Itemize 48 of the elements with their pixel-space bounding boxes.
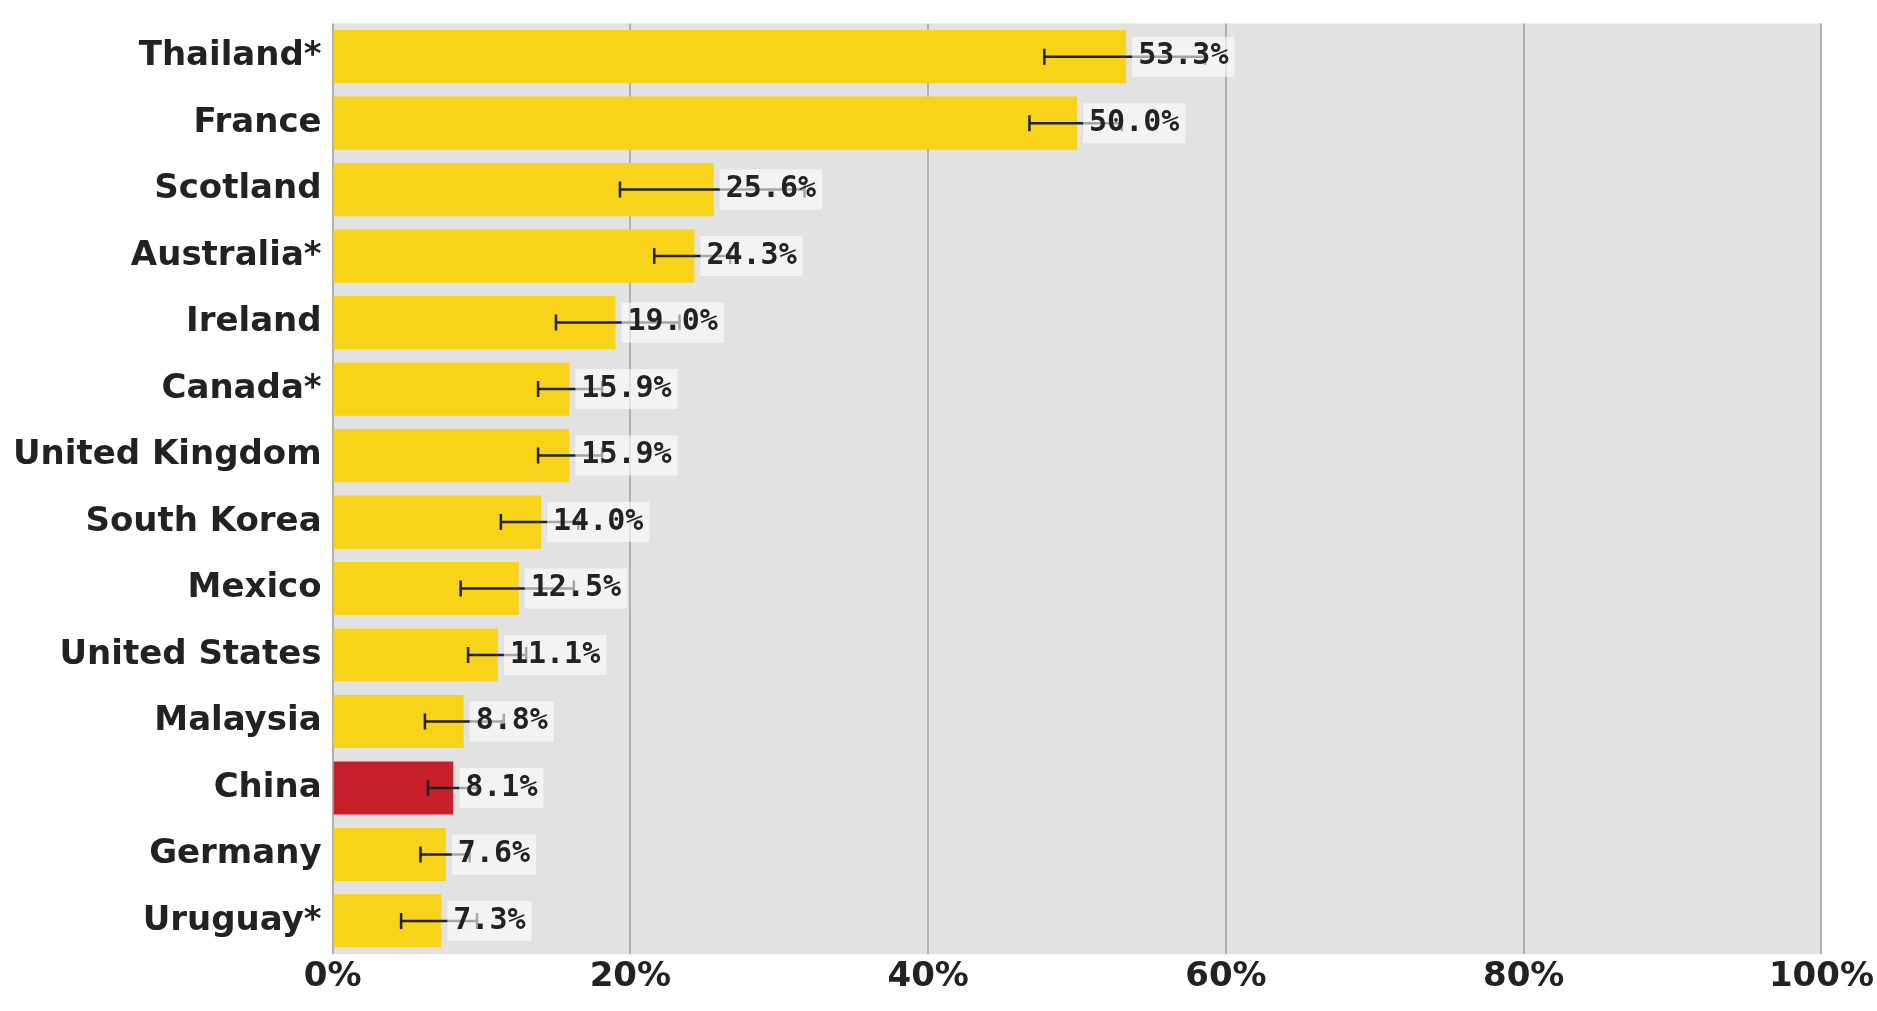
y-tick-label: United Kingdom <box>13 432 322 473</box>
data-label: 19.0% <box>627 302 718 338</box>
data-label: 24.3% <box>706 235 797 271</box>
x-tick-label: 60% <box>1185 954 1267 995</box>
data-label: 11.1% <box>509 634 601 670</box>
data-label: 7.3% <box>453 900 526 936</box>
y-tick-label: Ireland <box>186 299 322 340</box>
bar <box>333 163 714 217</box>
data-label: 15.9% <box>581 368 672 404</box>
bar <box>333 30 1127 84</box>
data-label: 7.6% <box>457 834 531 870</box>
bar <box>333 894 442 948</box>
y-tick-label: Mexico <box>187 565 322 606</box>
bar <box>333 495 542 549</box>
y-tick-label: South Korea <box>85 498 322 539</box>
y-tick-label: Canada* <box>161 365 322 406</box>
y-tick-label: China <box>213 764 322 805</box>
y-tick-label: France <box>193 99 322 140</box>
bar <box>333 827 446 882</box>
bar <box>333 761 454 815</box>
data-label: 14.0% <box>553 501 644 537</box>
x-tick-label: 100% <box>1768 954 1874 995</box>
data-label: 15.9% <box>581 435 672 471</box>
x-tick-label: 0% <box>303 954 362 995</box>
y-tick-label: Malaysia <box>154 698 322 739</box>
bar <box>333 694 464 749</box>
x-tick-label: 40% <box>887 954 969 995</box>
x-tick-label: 20% <box>589 954 672 995</box>
bar <box>333 428 570 483</box>
data-label: 8.8% <box>475 701 548 737</box>
bar <box>333 628 498 682</box>
data-label: 53.3% <box>1138 36 1229 72</box>
data-label: 12.5% <box>530 568 622 604</box>
bar <box>333 229 695 283</box>
y-tick-label: United States <box>59 631 322 672</box>
y-tick-label: Germany <box>149 831 322 872</box>
y-tick-label: Uruguay* <box>142 897 322 938</box>
y-tick-label: Scotland <box>154 166 322 207</box>
data-label: 8.1% <box>465 767 538 803</box>
bar <box>333 295 616 350</box>
data-label: 50.0% <box>1089 102 1180 138</box>
y-tick-label: Thailand* <box>138 33 322 74</box>
x-tick-label: 80% <box>1483 954 1565 995</box>
bar <box>333 96 1078 150</box>
data-label: 25.6% <box>725 169 817 205</box>
y-tick-label: Australia* <box>130 232 322 273</box>
bar <box>333 362 570 416</box>
bar <box>333 561 519 616</box>
